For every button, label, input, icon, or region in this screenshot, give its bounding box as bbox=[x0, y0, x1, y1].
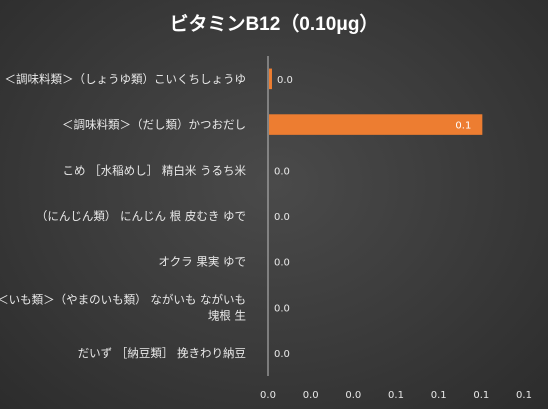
data-label: 0.0 bbox=[274, 258, 290, 269]
data-label: 0.0 bbox=[274, 303, 290, 314]
x-tick-label: 0.0 bbox=[260, 390, 276, 401]
bar bbox=[269, 114, 483, 135]
data-label: 0.1 bbox=[455, 121, 471, 132]
category-label: だいず ［納豆類］ 挽きわり納豆 bbox=[78, 346, 246, 360]
x-tick-label: 0.0 bbox=[345, 390, 361, 401]
bar bbox=[269, 68, 272, 90]
category-label: ＜調味料類＞（だし類）かつおだし bbox=[62, 118, 246, 132]
data-label: 0.0 bbox=[274, 166, 290, 177]
category-label: こめ ［水稲めし］ 精白米 うるち米 bbox=[63, 163, 247, 177]
category-label: ＜いも類＞（やまのいも類） ながいも ながいも bbox=[0, 292, 246, 306]
x-tick-label: 0.1 bbox=[516, 390, 532, 401]
category-label: オクラ 果実 ゆで bbox=[158, 255, 246, 269]
category-labels-group: ＜調味料類＞（しょうゆ類）こいくちしょうゆ ＜調味料類＞（だし類）かつおだしこめ … bbox=[0, 72, 246, 360]
category-label: ＜調味料類＞（しょうゆ類）こいくちしょうゆ bbox=[5, 72, 247, 86]
category-label: 塊根 生 bbox=[208, 308, 246, 322]
x-tick-label: 0.1 bbox=[388, 390, 404, 401]
data-label: 0.0 bbox=[274, 349, 290, 360]
chart-title: ビタミンB12（0.10μg） bbox=[169, 12, 378, 35]
x-tick-label: 0.1 bbox=[431, 390, 447, 401]
x-tick-label: 0.1 bbox=[473, 390, 489, 401]
data-label: 0.0 bbox=[277, 75, 293, 86]
bars-group bbox=[269, 68, 483, 135]
data-label: 0.0 bbox=[274, 212, 290, 223]
x-tick-labels-group: 0.0 0.0 0.0 0.1 0.1 0.1 0.1 bbox=[260, 390, 532, 401]
category-label: （にんじん類） にんじん 根 皮むき ゆで bbox=[36, 209, 246, 223]
data-labels-group: 0.0 0.1 0.0 0.0 0.0 0.0 0.0 bbox=[274, 75, 471, 360]
x-tick-label: 0.0 bbox=[303, 390, 319, 401]
